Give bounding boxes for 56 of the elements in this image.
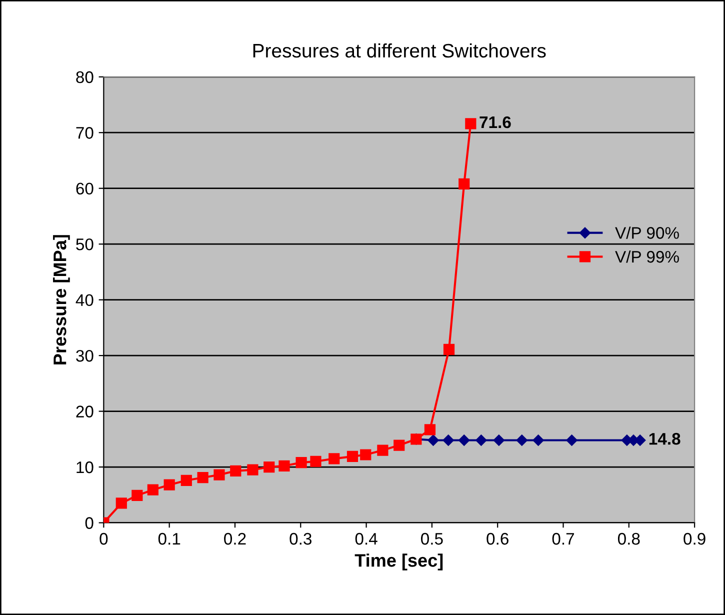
point (132, 490, 143, 501)
point (566, 434, 578, 446)
point (214, 469, 225, 480)
y-tick-label: 50 (76, 238, 94, 250)
x-tick-label: 0.4 (355, 532, 378, 545)
x-tick-label: 0.3 (290, 532, 312, 545)
y-tick-label: 0 (85, 517, 94, 529)
point (532, 434, 544, 446)
point (442, 434, 454, 446)
point (458, 434, 470, 446)
y-tick-label: 20 (76, 406, 94, 418)
point (328, 453, 340, 464)
x-tick-label: 0.9 (684, 532, 706, 545)
x-tick-label: 0.1 (158, 532, 180, 545)
point (458, 178, 470, 190)
point (377, 444, 388, 456)
y-tick-label: 40 (76, 294, 94, 306)
point (424, 424, 436, 436)
x-tick-label: 0.7 (552, 532, 574, 545)
point (164, 479, 175, 490)
x-tick-label: 0.8 (618, 532, 640, 545)
point (230, 465, 242, 476)
x-tick-label: 0.2 (224, 532, 246, 545)
point (465, 118, 476, 130)
y-tick-label: 80 (76, 71, 94, 84)
point (394, 440, 405, 451)
annotation: 71.6 (480, 116, 511, 128)
point (346, 450, 358, 462)
point (264, 461, 275, 473)
y-axis-title: Pressure [MPa] (53, 235, 70, 364)
point (180, 474, 192, 486)
point (310, 456, 322, 467)
x-tick-label: 0.5 (421, 532, 443, 545)
point (360, 449, 372, 460)
x-axis-title: Time [sec] (354, 554, 443, 570)
legend-label: V/P 99% (615, 250, 679, 263)
point (116, 498, 127, 509)
point (278, 460, 290, 472)
point (197, 472, 208, 484)
y-tick-label: 60 (76, 182, 94, 195)
point (493, 434, 505, 446)
x-tick-label: 0.6 (486, 532, 508, 545)
y-tick-label: 10 (76, 461, 94, 474)
point (516, 434, 528, 446)
point (443, 344, 455, 355)
point (476, 434, 487, 446)
x-tick-label: 0 (100, 532, 108, 545)
point (296, 457, 307, 468)
y-tick-label: 70 (76, 127, 94, 139)
annotation: 14.8 (649, 432, 680, 445)
point (147, 484, 158, 496)
point (247, 464, 258, 476)
chart-title: Pressures at different Switchovers (253, 43, 546, 58)
legend-label: V/P 90% (615, 226, 679, 239)
point (428, 434, 439, 446)
y-tick-label: 30 (76, 350, 94, 362)
